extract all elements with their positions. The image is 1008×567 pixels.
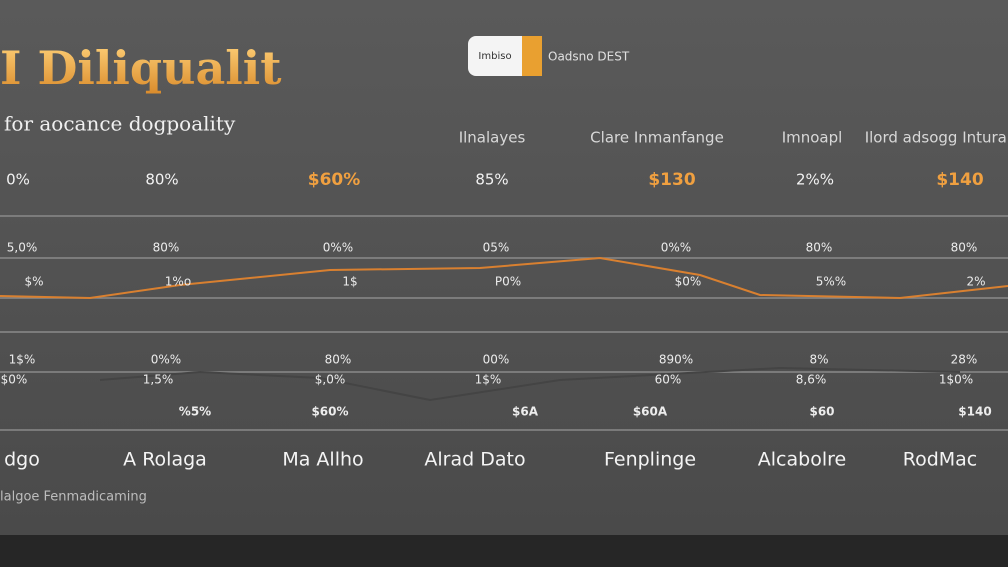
- trend-line: [0, 256, 1008, 300]
- cell-label: 0%%: [151, 353, 181, 367]
- top-value: $140: [936, 170, 983, 190]
- cell-label: 80%: [806, 241, 833, 255]
- cell-label: $,0%: [315, 373, 346, 387]
- subtitle: for aocance dogpoality: [4, 112, 236, 136]
- top-value: 2%%: [796, 171, 834, 189]
- highlight-value: %5%: [179, 405, 211, 419]
- cell-label: 80%: [325, 353, 352, 367]
- title: I Diliqualit: [0, 41, 282, 95]
- highlight-value: $60%: [311, 405, 348, 419]
- badge-left: Imbiso: [478, 51, 511, 62]
- category-label: dgo: [4, 449, 40, 471]
- badge: Imbiso Oadsno DEST: [468, 36, 630, 76]
- category-label: RodMac: [903, 449, 978, 471]
- cell-label: $%: [24, 275, 43, 289]
- cell-label: $0%: [1, 373, 28, 387]
- cell-label: 5,0%: [7, 241, 38, 255]
- cell-label: 1%o: [165, 275, 191, 289]
- top-value: $60%: [308, 170, 361, 190]
- top-value: 0%: [6, 171, 30, 189]
- column-header: Ilnalayes: [459, 129, 526, 147]
- badge-accent: [522, 36, 542, 76]
- cell-label: 5%%: [816, 275, 846, 289]
- highlight-value: $140: [958, 405, 991, 419]
- cell-label: 1$%: [475, 373, 502, 387]
- top-value: $130: [648, 170, 695, 190]
- top-value: 80%: [145, 171, 178, 189]
- cell-label: $0%: [675, 275, 702, 289]
- trend-line: [99, 366, 961, 402]
- category-label: Alcabolre: [758, 449, 846, 471]
- category-label: Ma Allho: [282, 449, 363, 471]
- cell-label: 2%: [966, 275, 985, 289]
- highlight-value: $60: [809, 405, 834, 419]
- cell-label: 1,5%: [143, 373, 174, 387]
- footer-note: lalgoe Fenmadicaming: [0, 490, 147, 505]
- highlight-value: $6A: [512, 405, 539, 419]
- column-header: Clare Inmanfange: [590, 129, 724, 147]
- category-label: Alrad Dato: [424, 449, 525, 471]
- cell-label: 60%: [655, 373, 682, 387]
- cell-label: 05%: [483, 241, 510, 255]
- cell-label: 8%: [809, 353, 828, 367]
- category-label: Fenplinge: [604, 449, 696, 471]
- category-label: A Rolaga: [123, 449, 207, 471]
- cell-label: 80%: [951, 241, 978, 255]
- cell-label: 80%: [153, 241, 180, 255]
- column-header: Imnoapl: [782, 129, 843, 147]
- cell-label: 00%: [483, 353, 510, 367]
- cell-label: 0%%: [323, 241, 353, 255]
- top-value: 85%: [475, 171, 508, 189]
- cell-label: P0%: [495, 275, 521, 289]
- badge-right: Oadsno DEST: [548, 50, 630, 64]
- cell-label: 1$: [342, 275, 357, 289]
- background: [0, 0, 1008, 535]
- bottom-bar: [0, 535, 1008, 567]
- cell-label: 890%: [659, 353, 693, 367]
- cell-label: 1$0%: [939, 373, 973, 387]
- cell-label: 0%%: [661, 241, 691, 255]
- cell-label: 28%: [951, 353, 978, 367]
- cell-label: 1$%: [9, 353, 36, 367]
- cells: Ilnalayes Clare Inmanfange Imnoapl Ilord ad…: [0, 129, 1008, 505]
- column-header: Ilord adsogg Inturaland: [865, 129, 1008, 147]
- cell-label: 8,6%: [796, 373, 827, 387]
- rules: [0, 215, 1008, 431]
- highlight-value: $60A: [633, 405, 668, 419]
